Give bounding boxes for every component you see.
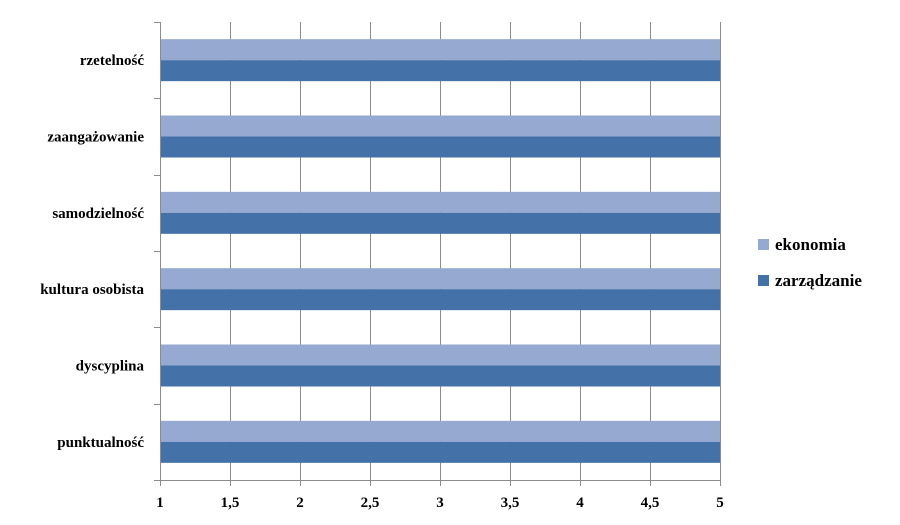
bar-zarządzanie xyxy=(160,441,720,463)
x-tick-label: 1,5 xyxy=(221,495,240,511)
legend-swatch xyxy=(758,275,769,286)
bar-ekonomia xyxy=(160,344,720,366)
category-labels: punktualność dyscyplina kultura osobista sa… xyxy=(40,53,144,451)
category-label: samodzielność xyxy=(52,206,144,222)
category-label: zaangażowanie xyxy=(47,130,144,146)
x-tick-labels: 1 1,5 2 2,5 3 3,5 4 4,5 5 xyxy=(156,495,724,511)
x-tick-label: 5 xyxy=(716,495,724,511)
category-label: rzetelność xyxy=(80,53,144,69)
category-label: kultura osobista xyxy=(40,282,144,298)
x-tick-label: 3 xyxy=(436,495,444,511)
bar-zarządzanie xyxy=(160,212,720,234)
category-label: punktualność xyxy=(57,435,144,451)
x-tick-label: 4 xyxy=(576,495,584,511)
bar-ekonomia xyxy=(160,191,720,213)
gridlines xyxy=(230,22,721,480)
bar-ekonomia xyxy=(160,39,720,61)
x-tick-label: 1 xyxy=(156,495,164,511)
legend: ekonomia zarządzanie xyxy=(758,235,862,290)
legend-label: zarządzanie xyxy=(775,271,862,290)
bar-zarządzanie xyxy=(160,365,720,387)
axes xyxy=(154,22,721,486)
x-tick-label: 2,5 xyxy=(361,495,380,511)
bars xyxy=(160,39,720,463)
bar-ekonomia xyxy=(160,420,720,442)
category-label: dyscyplina xyxy=(76,359,145,375)
legend-label: ekonomia xyxy=(775,235,846,254)
bar-zarządzanie xyxy=(160,60,720,82)
legend-swatch xyxy=(758,239,769,250)
bar-ekonomia xyxy=(160,115,720,137)
bar-zarządzanie xyxy=(160,136,720,158)
x-tick-label: 2 xyxy=(296,495,304,511)
x-tick-label: 3,5 xyxy=(501,495,520,511)
bar-zarządzanie xyxy=(160,289,720,311)
bar-ekonomia xyxy=(160,268,720,290)
x-tick-label: 4,5 xyxy=(641,495,660,511)
